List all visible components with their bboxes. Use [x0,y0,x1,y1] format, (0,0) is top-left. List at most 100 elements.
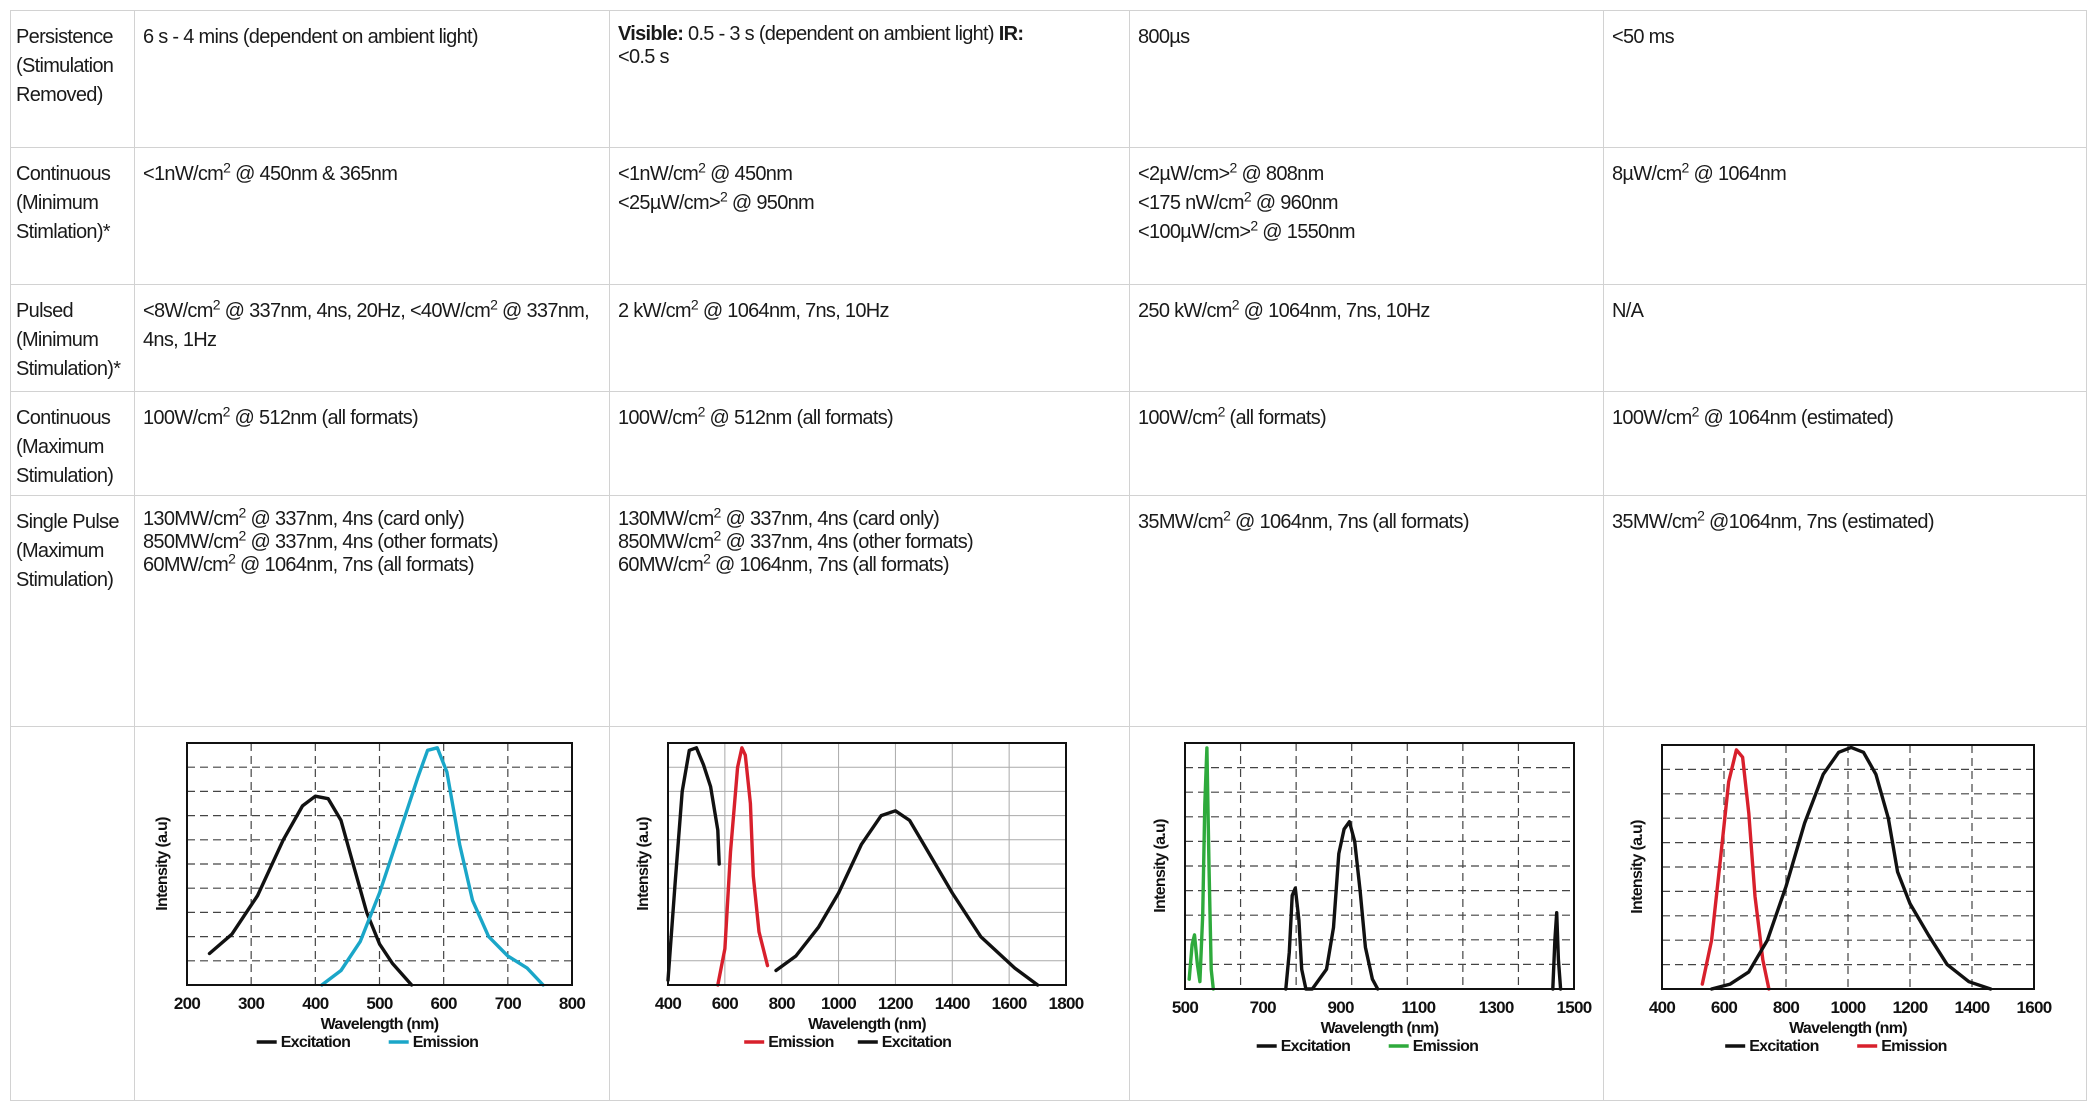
x-tick-label: 900 [1327,998,1354,1017]
x-tick-label: 1200 [878,994,913,1013]
table-cell: 35MW/cm2 @ 1064nm, 7ns (all formats) [1129,495,1604,727]
legend: Excitation Emission [1725,1038,1947,1055]
x-tick-label: 600 [1711,998,1738,1017]
x-tick-label: 1300 [1479,998,1514,1017]
table-cell: <1nW/cm2 @ 450nm <25µW/cm>2 @ 950nm [609,147,1130,285]
x-tick-label: 300 [238,994,265,1013]
series-line-excitation [666,746,721,982]
x-tick-label: 1200 [1892,998,1927,1017]
series-line-excitation [1551,911,1563,991]
series-line-emission [1187,746,1215,991]
y-axis-label: Intensity (a.u) [1152,819,1169,913]
plot-area [1184,742,1575,991]
table-cell: 800µs [1129,10,1604,148]
legend: Excitation Emission [1256,1038,1479,1055]
plot-frame [186,742,573,986]
chart-cell: 400 600 800 1000 1200 1400 1600 1800 Wavelength … [609,726,1130,1101]
table-cell: <2µW/cm>2 @ 808nm <175 nW/cm2 @ 960nm <1… [1129,147,1604,285]
x-tick-label: 1000 [821,994,856,1013]
x-tick-label: 1400 [1954,998,1989,1017]
legend-label: Excitation [281,1034,350,1051]
x-tick-label: 800 [1773,998,1800,1017]
legend-label: Emission [1881,1038,1947,1055]
plot-area [1661,744,2035,991]
series-line-excitation [774,809,1040,987]
x-tick-label: 1800 [1048,994,1083,1013]
row-label: Persistence (Stimulation Removed) [10,10,135,148]
table-cell: 130MW/cm2 @ 337nm, 4ns (card only) 850MW… [134,495,610,727]
table-cell: 100W/cm2 @ 1064nm (estimated) [1603,391,2087,496]
table-cell: 8µW/cm2 @ 1064nm [1603,147,2087,285]
plot-frame [667,742,1067,986]
table-cell: 250 kW/cm2 @ 1064nm, 7ns, 10Hz [1129,284,1604,392]
legend-label: Excitation [882,1034,951,1051]
legend-label: Emission [413,1034,479,1051]
legend-label: Emission [1413,1038,1479,1055]
legend-label: Emission [768,1034,834,1051]
x-tick-label: 200 [174,994,201,1013]
table-cell: Visible: 0.5 - 3 s (dependent on ambient… [609,10,1130,148]
table-cell: 100W/cm2 (all formats) [1129,391,1604,496]
spectrum-chart-1: 200 300 400 500 600 700 800 Wavelength (nm) Inte… [154,742,586,1051]
x-tick-label: 600 [712,994,739,1013]
series-line-emission [320,746,545,987]
spectrum-chart-2: 400 600 800 1000 1200 1400 1600 1800 Wavelength … [635,742,1084,1051]
plot-area [186,742,573,987]
row-label: Pulsed (Minimum Stimulation)* [10,284,135,392]
y-axis-label: Intensity (a.u) [1629,820,1646,914]
chart-cell: 200 300 400 500 600 700 800 Wavelength (nm) Inte… [134,726,610,1101]
series-line-excitation [1709,745,1993,991]
table-cell: <1nW/cm2 @ 450nm & 365nm [134,147,610,285]
y-axis-label: Intensity (a.u) [154,817,171,911]
x-tick-label: 1100 [1401,998,1435,1017]
table-row: Pulsed (Minimum Stimulation)* <8W/cm2 @ 33… [10,284,2087,392]
x-tick-label: 1600 [2016,998,2051,1017]
plot-area [666,742,1067,987]
table-cell: 100W/cm2 @ 512nm (all formats) [609,391,1130,496]
table-cell: 35MW/cm2 @1064nm, 7ns (estimated) [1603,495,2087,727]
x-axis-label: Wavelength (nm) [321,1016,439,1033]
row-label: Single Pulse (Maximum Stimulation) [10,495,135,727]
table-cell: <50 ms [1603,10,2087,148]
x-tick-label: 500 [366,994,393,1013]
table-cell: 100W/cm2 @ 512nm (all formats) [134,391,610,496]
legend-label: Excitation [1749,1038,1818,1055]
y-axis-label: Intensity (a.u) [635,817,652,911]
empty-cell [10,726,135,1101]
series-line-excitation [207,794,414,987]
x-tick-label: 1000 [1830,998,1865,1017]
x-tick-label: 800 [559,994,586,1013]
x-tick-label: 600 [431,994,458,1013]
chart-cell: 500 700 900 1100 1300 1500 Wavelength (nm) Inte… [1129,726,1604,1101]
specs-table: Persistence (Stimulation Removed) 6 s - 4 … [10,10,2087,1101]
plot-frame [1184,742,1575,990]
x-tick-label: 1400 [935,994,970,1013]
table-row: Continuous (Minimum Stimlation)* <1nW/cm2 … [10,147,2087,285]
series-line-excitation [1284,820,1380,991]
x-tick-label: 500 [1172,998,1199,1017]
row-label: Continuous (Maximum Stimulation) [10,391,135,496]
legend: Emission Excitation [744,1034,952,1051]
x-tick-label: 400 [1649,998,1676,1017]
table-row: Continuous (Maximum Stimulation) 100W/cm2 … [10,391,2087,496]
table-row: Persistence (Stimulation Removed) 6 s - 4 … [10,10,2087,148]
legend-label: Excitation [1281,1038,1350,1055]
series-line-emission [716,746,770,987]
chart-cell: 400 600 800 1000 1200 1400 1600 Wavelength (nm)… [1603,726,2087,1101]
spectrum-chart-4: 400 600 800 1000 1200 1400 1600 Wavelength (nm)… [1629,744,2052,1055]
table-cell: 2 kW/cm2 @ 1064nm, 7ns, 10Hz [609,284,1130,392]
row-label: Continuous (Minimum Stimlation)* [10,147,135,285]
x-axis-label: Wavelength (nm) [808,1016,926,1033]
x-tick-label: 1600 [992,994,1027,1013]
table-cell: N/A [1603,284,2087,392]
x-tick-label: 400 [302,994,329,1013]
table-cell: 6 s - 4 mins (dependent on ambient light… [134,10,610,148]
legend: Excitation Emission [256,1034,479,1051]
plot-frame [1661,744,2035,990]
table-row: Single Pulse (Maximum Stimulation) 130MW/c… [10,495,2087,727]
x-tick-label: 800 [769,994,796,1013]
x-tick-label: 400 [655,994,682,1013]
plot-background [1185,743,1574,989]
x-tick-label: 700 [495,994,522,1013]
x-axis-label: Wavelength (nm) [1789,1020,1907,1037]
